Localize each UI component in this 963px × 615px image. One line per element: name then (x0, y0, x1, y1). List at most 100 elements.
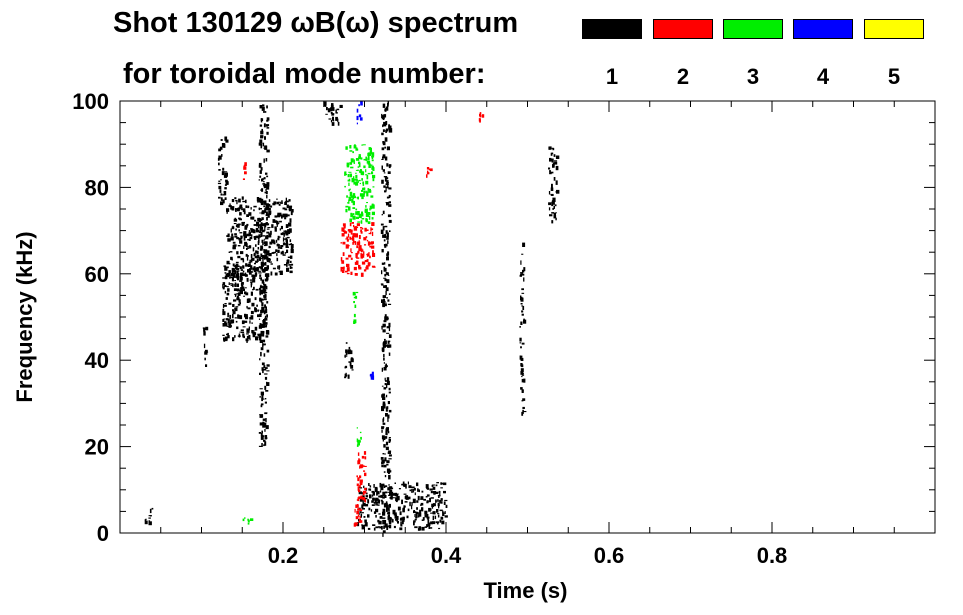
data-mark (437, 514, 440, 518)
data-mark (362, 490, 365, 496)
data-mark (265, 285, 268, 290)
data-mark (366, 192, 369, 197)
data-mark (236, 201, 238, 205)
data-mark (426, 524, 429, 528)
data-mark (368, 190, 372, 193)
data-mark (356, 115, 359, 121)
data-mark (382, 422, 386, 425)
data-mark (232, 310, 236, 315)
data-mark (386, 525, 390, 527)
data-mark (258, 197, 262, 203)
data-mark (270, 230, 272, 235)
data-mark (230, 276, 234, 279)
data-mark (224, 290, 227, 294)
data-mark (274, 226, 277, 229)
data-mark (264, 385, 267, 390)
data-mark (351, 198, 354, 203)
data-mark (233, 276, 237, 278)
data-mark (253, 209, 255, 212)
data-mark (431, 503, 435, 507)
data-mark (266, 256, 268, 261)
data-mark (250, 518, 254, 521)
data-mark (241, 282, 244, 285)
data-mark (284, 217, 287, 220)
data-mark (273, 251, 277, 254)
data-mark (239, 276, 241, 279)
data-mark (361, 524, 364, 526)
data-mark (440, 487, 443, 489)
data-mark (260, 229, 264, 231)
data-mark (219, 189, 222, 193)
data-mark (371, 159, 374, 162)
data-mark (387, 511, 391, 515)
data-mark (382, 345, 386, 348)
data-mark (357, 196, 359, 200)
data-mark (407, 496, 411, 500)
y-tick-label: 20 (85, 435, 109, 460)
data-mark (256, 197, 260, 202)
data-mark (367, 188, 370, 191)
data-mark (258, 142, 261, 146)
data-mark (250, 228, 254, 233)
data-mark (406, 515, 409, 519)
data-mark (347, 233, 350, 238)
data-mark (353, 145, 357, 149)
data-mark (384, 156, 388, 161)
data-mark (350, 232, 353, 235)
y-tick-label: 100 (72, 89, 109, 114)
data-mark (265, 172, 268, 175)
data-mark (259, 372, 261, 375)
data-mark (385, 430, 388, 436)
data-mark (387, 491, 391, 493)
data-mark (291, 209, 294, 213)
data-mark (416, 500, 419, 503)
data-mark (359, 182, 361, 185)
data-mark (260, 136, 264, 139)
data-mark (379, 482, 382, 488)
data-mark (279, 270, 283, 275)
data-mark (357, 441, 360, 446)
data-mark (261, 217, 264, 220)
data-mark (265, 324, 268, 327)
data-mark (241, 196, 244, 200)
data-mark (243, 210, 246, 215)
data-mark (327, 108, 331, 113)
data-mark (360, 464, 364, 468)
data-mark (522, 373, 524, 375)
data-mark (357, 452, 360, 456)
data-mark (371, 500, 374, 503)
data-mark (353, 296, 356, 299)
data-mark (335, 116, 338, 121)
data-mark (365, 495, 369, 498)
series-mode-3 (242, 144, 376, 525)
data-mark (412, 489, 415, 493)
data-mark (266, 228, 270, 230)
data-mark (346, 195, 348, 198)
data-mark (232, 268, 236, 272)
data-mark (235, 208, 239, 210)
data-mark (348, 189, 350, 192)
data-mark (236, 288, 240, 292)
data-mark (376, 491, 378, 496)
data-mark (371, 231, 374, 236)
data-mark (366, 174, 369, 180)
data-mark (258, 208, 262, 210)
data-mark (232, 272, 236, 276)
data-mark (236, 237, 240, 240)
data-mark (251, 322, 253, 324)
data-mark (382, 156, 384, 159)
data-mark (226, 260, 230, 265)
data-mark (244, 171, 247, 175)
data-mark (381, 165, 383, 170)
data-mark (372, 178, 375, 182)
data-mark (380, 485, 384, 491)
data-mark (252, 247, 255, 252)
data-mark (323, 105, 326, 107)
data-mark (346, 263, 350, 267)
data-mark (261, 279, 264, 284)
data-mark (388, 195, 391, 197)
data-mark (239, 315, 242, 319)
data-mark (234, 235, 238, 238)
data-mark (365, 169, 367, 173)
data-mark (372, 252, 376, 257)
